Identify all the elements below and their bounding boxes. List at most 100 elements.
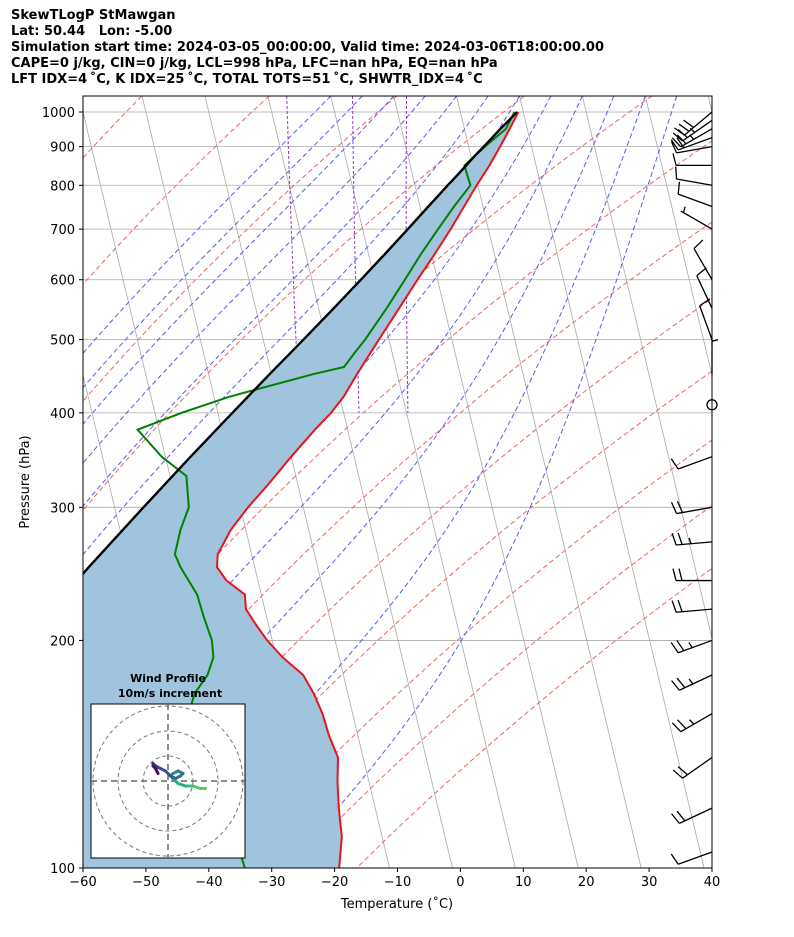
barb-flag xyxy=(672,568,677,581)
barb-flag xyxy=(678,568,683,581)
x-tick-label: −30 xyxy=(258,875,285,890)
barb-flag xyxy=(671,533,677,546)
barb-flag xyxy=(671,813,680,824)
background-lines xyxy=(0,96,712,868)
wind-barb xyxy=(671,599,713,613)
wind-barbs xyxy=(670,111,719,865)
isotherm-line xyxy=(707,96,712,114)
wind-barb xyxy=(672,119,713,142)
barb-half-flag xyxy=(688,642,693,648)
barb-half-flag xyxy=(688,678,694,685)
dry-adiabat xyxy=(83,96,525,511)
wind-barb xyxy=(670,500,713,515)
moist-adiabat xyxy=(162,96,646,868)
y-tick-label: 300 xyxy=(50,501,75,516)
wind-barb xyxy=(672,153,712,167)
y-tick-label: 200 xyxy=(50,634,75,649)
wind-barb xyxy=(672,756,713,779)
isotherm-line xyxy=(267,96,453,868)
barb-staff xyxy=(684,111,713,136)
temperature-line xyxy=(215,111,520,868)
barb-flag xyxy=(670,853,679,865)
barb-half-flag xyxy=(689,719,695,725)
barb-flag xyxy=(677,181,681,195)
barb-flag xyxy=(677,766,688,776)
y-tick-label: 400 xyxy=(50,407,75,422)
isotherm-line xyxy=(0,96,75,868)
barb-flag xyxy=(670,141,678,154)
wind-barb xyxy=(670,456,713,470)
barb-staff xyxy=(677,851,713,865)
x-tick-label: 20 xyxy=(578,875,595,890)
barb-half-flag xyxy=(688,537,692,544)
wind-barb xyxy=(696,267,713,309)
cin-shade xyxy=(83,112,519,868)
barb-flag xyxy=(696,267,707,277)
y-tick-label: 900 xyxy=(50,141,75,156)
x-tick-label: 40 xyxy=(704,875,721,890)
barb-flag xyxy=(676,640,685,652)
moist-adiabat xyxy=(83,96,489,556)
cape-text: CAPE=0 j/kg, CIN=0 j/kg, LCL=998 hPa, LF… xyxy=(11,56,498,71)
barb-flag xyxy=(670,642,679,654)
x-tick-label: 10 xyxy=(515,875,532,890)
moist-adiabat xyxy=(83,96,552,678)
moist-adiabat xyxy=(83,96,363,389)
y-tick-label: 100 xyxy=(50,862,75,877)
mixing-ratio-line xyxy=(405,96,409,413)
barb-flag xyxy=(670,501,678,514)
barb-flag xyxy=(670,458,679,470)
x-axis-label: Temperature (˚C) xyxy=(340,896,453,912)
wind-barb xyxy=(680,206,713,230)
barb-staff xyxy=(676,178,713,186)
barb-flag xyxy=(676,677,686,689)
y-tick-label: 500 xyxy=(50,334,75,349)
wind-barb xyxy=(675,166,713,186)
barb-flag xyxy=(693,239,704,250)
barb-flag xyxy=(675,166,678,180)
isotherm-line xyxy=(393,96,579,868)
moist-adiabat xyxy=(83,96,583,756)
barb-flag xyxy=(672,132,683,142)
x-tick-label: 30 xyxy=(641,875,658,890)
barb-staff xyxy=(696,275,713,309)
hodograph-ring xyxy=(117,730,219,832)
barb-staff xyxy=(680,210,713,230)
dry-adiabat xyxy=(95,297,712,868)
barb-half-flag xyxy=(689,127,696,133)
calm-wind-circle xyxy=(706,399,718,411)
barb-flag xyxy=(671,137,682,148)
barb-flag xyxy=(683,119,694,128)
barb-staff xyxy=(676,145,713,154)
y-tick-label: 600 xyxy=(50,274,75,289)
x-tick-label: −10 xyxy=(384,875,411,890)
hodograph-subtitle: 10m/s increment xyxy=(118,687,222,700)
x-tick-label: −50 xyxy=(132,875,159,890)
y-tick-label: 700 xyxy=(50,223,75,238)
wind-barb xyxy=(693,239,713,281)
index-text: LFT IDX=4 ˚C, K IDX=25 ˚C, TOTAL TOTS=51… xyxy=(11,72,483,87)
moist-adiabat xyxy=(83,96,615,853)
wind-barb xyxy=(670,141,713,154)
hodograph-inset xyxy=(90,703,246,859)
barb-flag xyxy=(676,719,687,730)
barb-flag xyxy=(671,680,680,691)
barb-staff xyxy=(693,248,713,281)
wind-barb xyxy=(671,713,713,733)
wind-barb xyxy=(671,128,713,148)
mixing-ratio-line xyxy=(286,96,300,413)
x-tick-label: −40 xyxy=(195,875,222,890)
hodograph-segment xyxy=(154,767,160,775)
moist-adiabat xyxy=(83,96,458,507)
barb-staff xyxy=(677,193,713,208)
barb-half-flag xyxy=(682,206,686,213)
barb-flag xyxy=(676,134,687,145)
wind-barb xyxy=(670,851,713,865)
x-tick-label: −20 xyxy=(321,875,348,890)
dry-adiabat xyxy=(83,96,398,402)
y-axis-label: Pressure (hPa) xyxy=(18,435,33,528)
barb-half-flag xyxy=(689,134,695,140)
barb-flag xyxy=(678,123,690,132)
dry-adiabat xyxy=(291,505,712,868)
